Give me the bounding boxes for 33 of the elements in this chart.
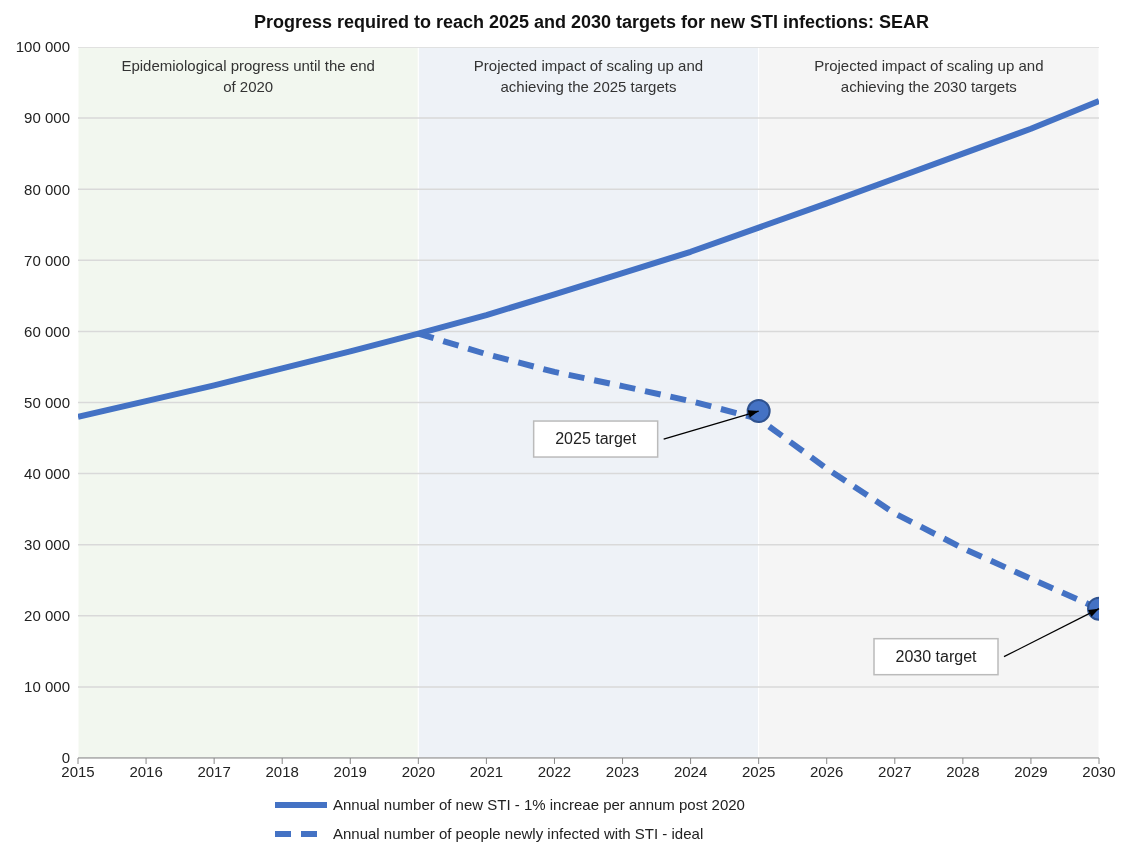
- y-tick-label: 30 000: [24, 536, 70, 554]
- x-tick-label: 2017: [197, 762, 231, 780]
- chart-title: Progress required to reach 2025 and 2030 targets for new STI infections: SEAR: [252, 11, 931, 33]
- annotation: 2030 target: [895, 647, 978, 665]
- legend-label: Annual number of people newly infected with STI - ideal: [333, 825, 704, 842]
- x-tick-label: 2019: [333, 762, 367, 780]
- x-tick-label: 2025: [741, 762, 776, 780]
- x-tick-label: 2016: [129, 762, 163, 780]
- band-label: Projected impact of scaling up and achieving the 2030 targets: [814, 57, 1044, 95]
- band-label: Projected impact of scaling up and achieving the 2025 targets: [473, 57, 704, 95]
- x-tick-label: 2018: [265, 762, 299, 780]
- x-tick-label: 2030: [1082, 762, 1116, 780]
- x-tick-label: 2027: [878, 762, 912, 780]
- x-tick-label: 2022: [537, 762, 572, 780]
- y-tick-label: 90 000: [24, 109, 70, 127]
- y-tick-label: 40 000: [24, 464, 70, 482]
- y-tick-label: 60 000: [24, 322, 70, 340]
- x-tick-label: 2020: [401, 762, 436, 780]
- y-tick-label: 80 000: [24, 180, 70, 198]
- x-tick-label: 2021: [469, 762, 504, 780]
- band-label: Epidemiological progress until the end of 2020: [121, 57, 375, 95]
- y-tick-label: 10 000: [24, 678, 70, 696]
- x-tick-label: 2026: [810, 762, 844, 780]
- x-tick-label: 2028: [946, 762, 980, 780]
- x-tick-label: 2024: [673, 762, 708, 780]
- x-tick-label: 2029: [1014, 762, 1048, 780]
- y-tick-label: 50 000: [24, 393, 70, 411]
- y-tick-label: 70 000: [24, 251, 70, 269]
- legend-label: Annual number of new STI - 1% increae per annum post 2020: [333, 796, 745, 813]
- y-tick-label: 100 000: [15, 38, 70, 56]
- y-tick-label: 20 000: [24, 607, 70, 625]
- x-tick-label: 2023: [605, 762, 640, 780]
- annotation: 2025 target: [555, 430, 637, 448]
